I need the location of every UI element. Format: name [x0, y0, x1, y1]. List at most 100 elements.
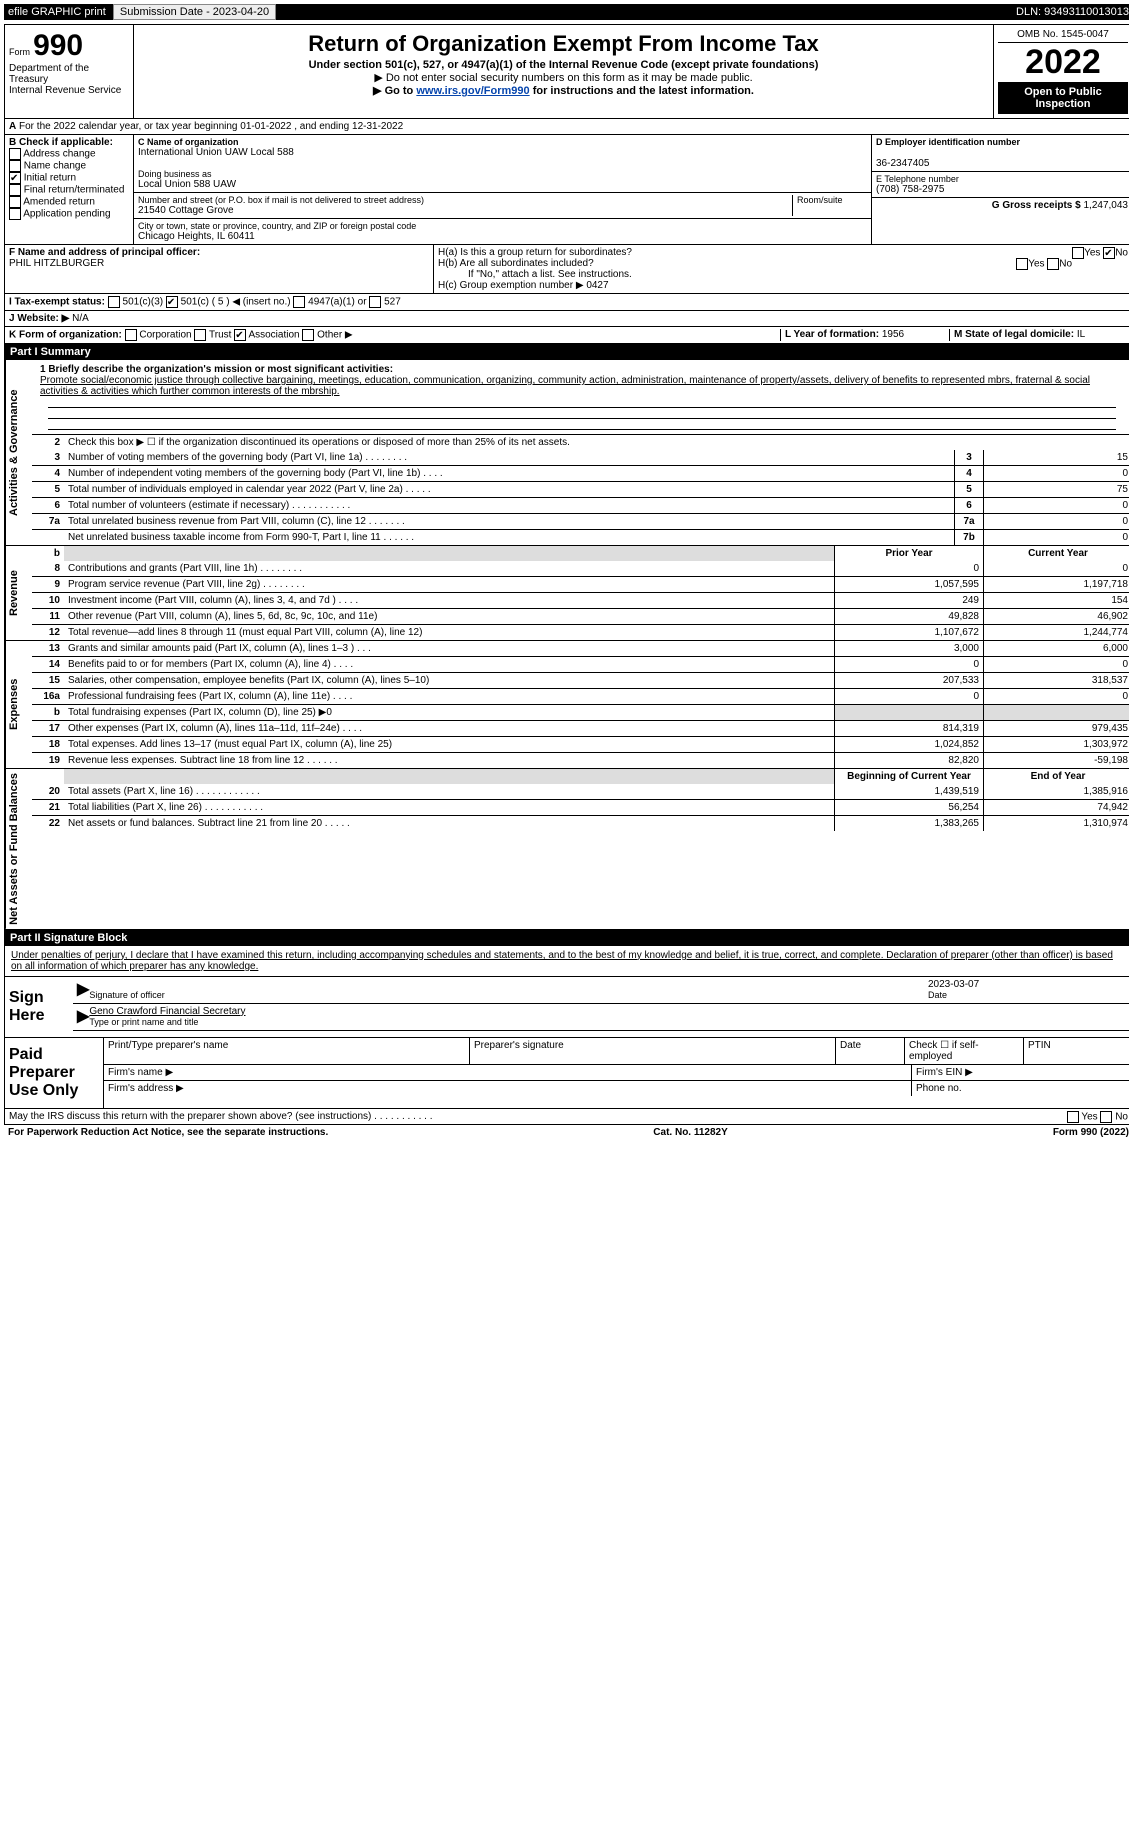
summary-line-desc: Net assets or fund balances. Subtract li…	[64, 816, 834, 831]
sign-here-label: Sign Here	[5, 977, 73, 1037]
section-b-checkboxes: B Check if applicable: Address change Na…	[5, 135, 134, 244]
gross-receipts-value: 1,247,043	[1084, 200, 1129, 211]
cb-association[interactable]	[234, 329, 246, 341]
firm-ein-label: Firm's EIN ▶	[912, 1065, 1129, 1080]
cat-no: Cat. No. 11282Y	[653, 1127, 727, 1138]
typed-name: Geno Crawford Financial Secretary	[89, 1006, 245, 1017]
cb-final-return[interactable]: Final return/terminated	[9, 184, 129, 196]
summary-line-desc: Total fundraising expenses (Part IX, col…	[64, 705, 834, 720]
cb-address-change[interactable]: Address change	[9, 148, 129, 160]
summary-line-desc: Total revenue—add lines 8 through 11 (mu…	[64, 625, 834, 640]
phone-label: E Telephone number	[876, 174, 1128, 184]
hc-label: H(c) Group exemption number ▶	[438, 280, 584, 291]
form-header: Form 990 Department of theTreasuryIntern…	[4, 24, 1129, 119]
cb-trust[interactable]	[194, 329, 206, 341]
summary-line-value: 0	[983, 498, 1129, 513]
prior-year-value: 3,000	[834, 641, 983, 656]
prior-year-value: 814,319	[834, 721, 983, 736]
irs-link[interactable]: www.irs.gov/Form990	[416, 85, 529, 97]
gross-receipts-label: G Gross receipts $	[992, 200, 1081, 211]
side-netassets: Net Assets or Fund Balances	[5, 769, 32, 929]
prior-year-value: 56,254	[834, 800, 983, 815]
cb-other[interactable]	[302, 329, 314, 341]
omb-number: OMB No. 1545-0047	[998, 29, 1128, 43]
cb-4947[interactable]	[293, 296, 305, 308]
summary-line-value: 75	[983, 482, 1129, 497]
summary-line-desc: Total expenses. Add lines 13–17 (must eq…	[64, 737, 834, 752]
ha-yes[interactable]	[1072, 247, 1084, 259]
summary-line-desc: Salaries, other compensation, employee b…	[64, 673, 834, 688]
prior-year-value: 249	[834, 593, 983, 608]
penalty-statement: Under penalties of perjury, I declare th…	[4, 946, 1129, 977]
pra-notice: For Paperwork Reduction Act Notice, see …	[8, 1127, 328, 1138]
summary-line-desc: Program service revenue (Part VIII, line…	[64, 577, 834, 592]
preparer-selfemp[interactable]: Check ☐ if self-employed	[905, 1038, 1024, 1064]
cb-501c3[interactable]	[108, 296, 120, 308]
current-year-value: 1,310,974	[983, 816, 1129, 831]
efile-label: efile GRAPHIC print	[8, 6, 106, 18]
addr-label: Number and street (or P.O. box if mail i…	[138, 195, 792, 205]
form-subtitle: Under section 501(c), 527, or 4947(a)(1)…	[142, 59, 985, 71]
hdr-end: End of Year	[983, 769, 1129, 784]
hb-yes[interactable]	[1016, 258, 1028, 270]
q2-text: Check this box ▶ ☐ if the organization d…	[64, 435, 1129, 450]
ein-value: 36-2347405	[876, 158, 1128, 169]
hb-label: H(b) Are all subordinates included?	[438, 258, 594, 269]
submission-date-button[interactable]: Submission Date - 2023-04-20	[113, 4, 276, 20]
prior-year-value: 82,820	[834, 753, 983, 768]
prior-year-value: 1,024,852	[834, 737, 983, 752]
preparer-ptin: PTIN	[1024, 1038, 1129, 1064]
summary-line-desc: Other expenses (Part IX, column (A), lin…	[64, 721, 834, 736]
prior-year-value: 1,383,265	[834, 816, 983, 831]
hc-value: 0427	[586, 280, 608, 291]
preparer-name-label: Print/Type preparer's name	[104, 1038, 470, 1064]
side-revenue: Revenue	[5, 546, 32, 640]
summary-line-desc: Grants and similar amounts paid (Part IX…	[64, 641, 834, 656]
officer-label: F Name and address of principal officer:	[9, 247, 200, 258]
prior-year-value: 0	[834, 657, 983, 672]
summary-line-desc: Total number of volunteers (estimate if …	[64, 498, 954, 513]
summary-line-desc: Other revenue (Part VIII, column (A), li…	[64, 609, 834, 624]
summary-line-desc: Number of independent voting members of …	[64, 466, 954, 481]
form-of-org-row: K Form of organization: Corporation Trus…	[4, 327, 1129, 344]
current-year-value: 318,537	[983, 673, 1129, 688]
current-year-value: 74,942	[983, 800, 1129, 815]
cb-corporation[interactable]	[125, 329, 137, 341]
form-prefix: Form	[9, 47, 30, 57]
ha-label: H(a) Is this a group return for subordin…	[438, 247, 632, 258]
summary-line-desc: Benefits paid to or for members (Part IX…	[64, 657, 834, 672]
cb-initial-return[interactable]: Initial return	[9, 172, 129, 184]
dba-label: Doing business as	[138, 169, 867, 179]
cb-amended-return[interactable]: Amended return	[9, 196, 129, 208]
summary-line-desc: Professional fundraising fees (Part IX, …	[64, 689, 834, 704]
addr-value: 21540 Cottage Grove	[138, 205, 792, 216]
officer-name: PHIL HITZLBURGER	[9, 258, 104, 269]
prior-year-value: 1,439,519	[834, 784, 983, 799]
current-year-value: 0	[983, 561, 1129, 576]
phone-value: (708) 758-2975	[876, 184, 1128, 195]
cb-501c[interactable]	[166, 296, 178, 308]
tax-exempt-status: I Tax-exempt status: 501(c)(3) 501(c) ( …	[4, 294, 1129, 311]
cb-name-change[interactable]: Name change	[9, 160, 129, 172]
dln-label: DLN: 93493110013013	[1016, 6, 1129, 18]
firm-phone-label: Phone no.	[912, 1081, 1129, 1096]
discuss-yes[interactable]	[1067, 1111, 1079, 1123]
prior-year-value: 207,533	[834, 673, 983, 688]
efile-topbar: efile GRAPHIC print Submission Date - 20…	[4, 4, 1129, 20]
hb-no[interactable]	[1047, 258, 1059, 270]
summary-line-desc: Revenue less expenses. Subtract line 18 …	[64, 753, 834, 768]
hdr-prior-year: Prior Year	[834, 546, 983, 561]
cb-527[interactable]	[369, 296, 381, 308]
q1-label: 1 Briefly describe the organization's mi…	[40, 364, 1124, 375]
discuss-no[interactable]	[1100, 1111, 1112, 1123]
ha-no[interactable]	[1103, 247, 1115, 259]
side-governance: Activities & Governance	[5, 360, 32, 545]
current-year-value: 0	[983, 689, 1129, 704]
summary-line-desc: Number of voting members of the governin…	[64, 450, 954, 465]
cb-application-pending[interactable]: Application pending	[9, 208, 129, 220]
preparer-date-label: Date	[836, 1038, 905, 1064]
summary-line-value: 0	[983, 514, 1129, 529]
summary-line-value: 0	[983, 466, 1129, 481]
prior-year-value: 1,107,672	[834, 625, 983, 640]
city-value: Chicago Heights, IL 60411	[138, 231, 867, 242]
